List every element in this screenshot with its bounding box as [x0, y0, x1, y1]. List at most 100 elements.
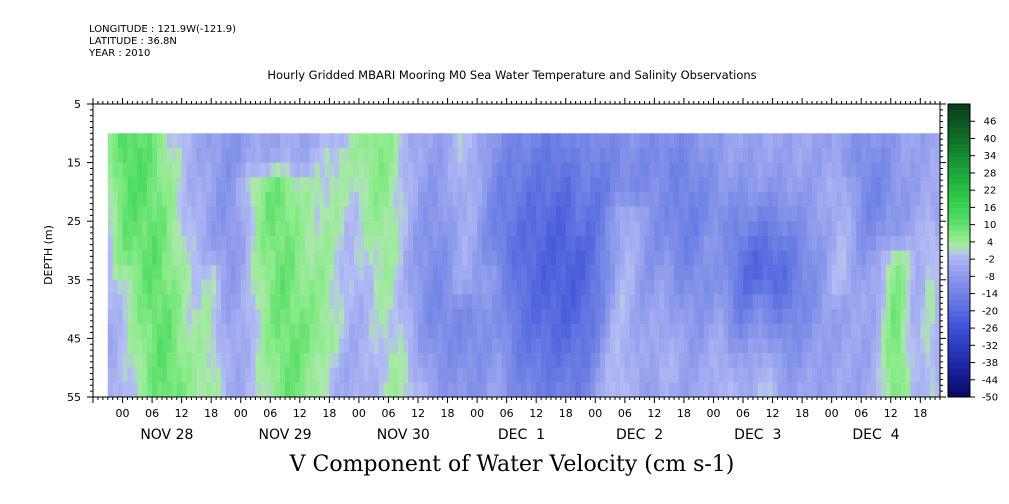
- heatmap-cell: [782, 221, 788, 237]
- heatmap-cell: [270, 353, 276, 369]
- heatmap-cell: [314, 367, 321, 383]
- heatmap-cell: [147, 206, 153, 222]
- heatmap-cell: [526, 235, 532, 252]
- heatmap-cell: [329, 279, 335, 296]
- heatmap-cell: [570, 250, 577, 266]
- heatmap-cell: [550, 323, 557, 339]
- heatmap-cell: [319, 221, 326, 237]
- x-tick-label: 18: [441, 407, 455, 420]
- heatmap-cell: [152, 133, 158, 149]
- heatmap-cell: [373, 235, 380, 252]
- heatmap-cell: [772, 265, 779, 281]
- heatmap-cell: [856, 206, 862, 222]
- heatmap-cell: [191, 147, 198, 164]
- colorbar-swatch: [948, 167, 970, 174]
- heatmap-cell: [595, 206, 601, 222]
- heatmap-cell: [841, 250, 848, 266]
- heatmap-cell: [890, 294, 897, 310]
- heatmap-cell: [329, 235, 335, 252]
- heatmap-cell: [851, 162, 857, 178]
- heatmap-cell: [358, 250, 365, 266]
- heatmap-cell: [733, 177, 739, 193]
- heatmap-cell: [240, 367, 247, 383]
- heatmap-cell: [132, 265, 138, 281]
- heatmap-cell: [344, 221, 350, 237]
- heatmap-cell: [299, 265, 306, 281]
- heatmap-cell: [112, 221, 119, 237]
- heatmap-cell: [600, 206, 606, 222]
- heatmap-cell: [491, 309, 498, 325]
- colorbar-tick-label: -8: [985, 272, 995, 283]
- heatmap-cell: [339, 206, 345, 222]
- heatmap-cell: [388, 191, 394, 208]
- heatmap-cell: [240, 162, 247, 178]
- heatmap-cell: [265, 294, 271, 310]
- heatmap-cell: [486, 338, 493, 354]
- heatmap-cell: [565, 353, 572, 369]
- heatmap-cell: [826, 250, 833, 266]
- heatmap-cell: [324, 177, 330, 193]
- heatmap-cell: [856, 294, 862, 310]
- heatmap-cell: [127, 294, 133, 310]
- heatmap-cell: [811, 294, 818, 310]
- heatmap-cell: [531, 147, 537, 164]
- heatmap-cell: [176, 367, 183, 383]
- heatmap-cell: [250, 294, 257, 310]
- heatmap-cell: [225, 265, 232, 281]
- heatmap-cell: [925, 382, 931, 398]
- heatmap-cell: [541, 279, 547, 296]
- heatmap-cell: [679, 382, 685, 398]
- heatmap-cell: [437, 221, 444, 237]
- heatmap-cell: [595, 221, 601, 237]
- heatmap-cell: [260, 323, 266, 339]
- heatmap-cell: [235, 177, 242, 193]
- heatmap-cell: [418, 147, 424, 164]
- heatmap-cell: [610, 294, 616, 310]
- heatmap-cell: [393, 323, 399, 339]
- heatmap-cell: [846, 206, 852, 222]
- heatmap-cell: [521, 191, 527, 208]
- heatmap-cell: [816, 206, 823, 222]
- heatmap-cell: [767, 353, 774, 369]
- heatmap-cell: [437, 309, 444, 325]
- heatmap-cell: [275, 265, 281, 281]
- heatmap-cell: [521, 206, 527, 222]
- heatmap-cell: [137, 162, 143, 178]
- heatmap-cell: [836, 147, 843, 164]
- heatmap-cell: [541, 162, 547, 178]
- heatmap-cell: [555, 338, 562, 354]
- heatmap-cell: [679, 235, 685, 252]
- heatmap-cell: [319, 367, 326, 383]
- heatmap-cell: [935, 338, 941, 354]
- heatmap-cell: [211, 309, 217, 325]
- heatmap-cell: [427, 221, 434, 237]
- heatmap-cell: [674, 177, 680, 193]
- heatmap-cell: [821, 265, 828, 281]
- heatmap-cell: [610, 147, 616, 164]
- heatmap-cell: [413, 367, 419, 383]
- heatmap-cell: [486, 133, 493, 149]
- heatmap-cell: [289, 279, 296, 296]
- colorbar-swatch: [948, 253, 970, 260]
- heatmap-cell: [713, 191, 719, 208]
- heatmap-cell: [496, 294, 503, 310]
- heatmap-cell: [186, 309, 193, 325]
- heatmap-cell: [309, 206, 316, 222]
- heatmap-cell: [225, 323, 232, 339]
- heatmap-cell: [536, 309, 542, 325]
- heatmap-cell: [703, 147, 710, 164]
- heatmap-cell: [880, 338, 887, 354]
- heatmap-cell: [181, 353, 188, 369]
- heatmap-cell: [600, 250, 606, 266]
- heatmap-cell: [275, 323, 281, 339]
- heatmap-cell: [368, 177, 375, 193]
- heatmap-cell: [201, 133, 207, 149]
- heatmap-cell: [166, 338, 173, 354]
- heatmap-cell: [915, 235, 921, 252]
- heatmap-cell: [442, 191, 449, 208]
- heatmap-cell: [250, 367, 257, 383]
- heatmap-cell: [802, 133, 808, 149]
- heatmap-cell: [807, 191, 813, 208]
- heatmap-cell: [713, 221, 719, 237]
- heatmap-cell: [107, 309, 114, 325]
